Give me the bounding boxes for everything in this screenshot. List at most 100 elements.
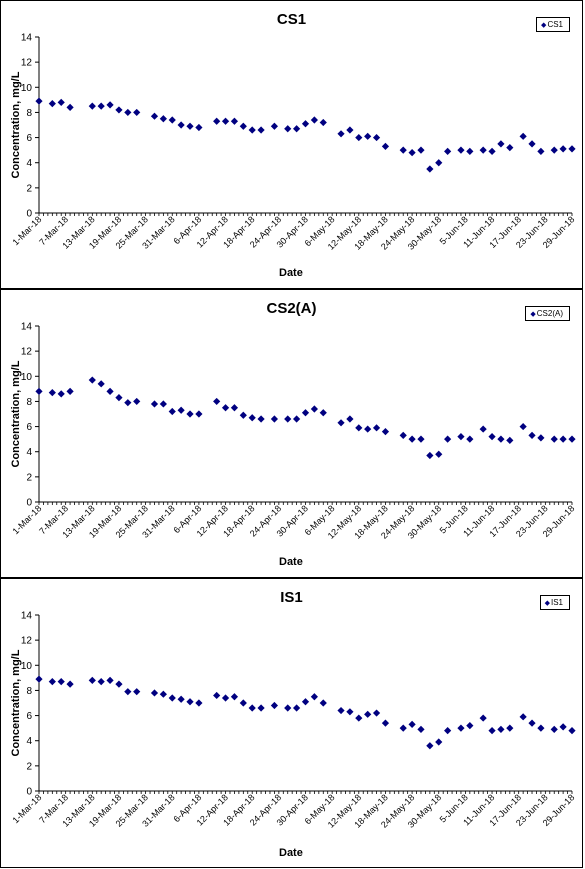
data-point [257,415,265,423]
data-point [57,390,65,398]
chart-title: IS1 [280,589,303,606]
data-point [346,126,354,134]
data-point [293,415,301,423]
data-point [497,725,505,733]
data-point [48,100,56,108]
data-point [426,451,434,460]
data-point [426,742,434,750]
data-point [168,407,176,416]
y-tick-label: 6 [26,422,32,433]
data-point [310,693,318,701]
data-point [435,738,443,746]
data-point [319,409,327,417]
data-point [257,126,265,134]
chart-plot: 024681012141-Mar-187-Mar-1813-Mar-1819-M… [11,611,577,830]
data-point [213,117,221,125]
data-point [248,704,256,712]
data-point [435,450,443,458]
data-point [195,699,203,707]
data-point [479,425,487,433]
y-tick-label: 0 [26,498,32,509]
data-point [488,433,496,441]
data-point [408,720,416,728]
y-tick-label: 2 [26,183,32,194]
data-point [284,125,292,133]
data-point [195,410,203,418]
data-point [559,435,567,443]
data-point [66,387,74,395]
data-point [497,140,505,148]
data-point [479,146,487,154]
data-point [444,727,452,735]
data-point [88,676,96,684]
data-point [519,132,527,140]
data-point [35,675,43,683]
data-point [159,115,167,123]
data-point [435,159,443,167]
data-point [150,112,159,120]
data-point [444,147,452,155]
data-point [301,698,310,706]
chart-title: CS1 [276,11,307,28]
data-point [239,411,247,419]
data-point [519,713,527,721]
y-tick-label: 10 [21,372,33,383]
data-point [488,147,496,155]
data-point [88,376,96,384]
data-point [417,435,425,443]
chart-plot: 024681012141-Mar-187-Mar-1813-Mar-1819-M… [11,33,577,252]
data-point [372,133,381,142]
data-point [115,394,123,402]
data-point [230,117,239,125]
legend-marker-icon: ◆ [530,311,536,318]
data-point [221,404,230,412]
x-axis-label: Date [279,847,303,859]
x-axis-label: Date [279,556,303,568]
data-point [537,724,545,732]
data-point [270,122,279,130]
legend-marker-icon: ◆ [544,600,550,607]
data-point [528,431,536,439]
data-point [150,689,159,697]
data-point [221,694,230,702]
data-point [195,123,203,132]
data-point [457,433,465,441]
data-point [230,404,239,412]
y-tick-label: 6 [26,711,32,722]
data-point [337,419,345,427]
data-point [301,409,310,417]
data-point [106,101,114,109]
data-point [537,147,545,155]
data-point [528,719,536,727]
data-point [48,389,56,397]
data-point [57,678,65,686]
y-tick-label: 0 [26,209,32,220]
legend-label: CS2(A) [536,309,563,318]
data-point [506,144,514,152]
data-point [550,146,558,154]
y-tick-label: 14 [21,322,33,333]
legend-label: CS1 [547,20,563,29]
data-point [364,132,372,140]
chart-title: CS2(A) [266,300,317,317]
data-point [568,435,576,443]
y-tick-label: 8 [26,686,32,697]
data-point [66,680,74,688]
y-tick-label: 8 [26,108,32,119]
data-point [355,714,363,722]
y-tick-label: 4 [26,447,32,458]
data-point [337,706,345,715]
data-point [537,434,545,442]
data-point [186,698,194,706]
data-point [270,415,279,423]
data-point [213,397,221,406]
data-point [186,122,194,130]
y-tick-label: 12 [21,636,33,647]
legend-marker-icon: ◆ [541,22,547,29]
data-point [346,415,354,423]
data-point [466,147,474,155]
data-point [399,431,407,439]
y-tick-label: 8 [26,397,32,408]
